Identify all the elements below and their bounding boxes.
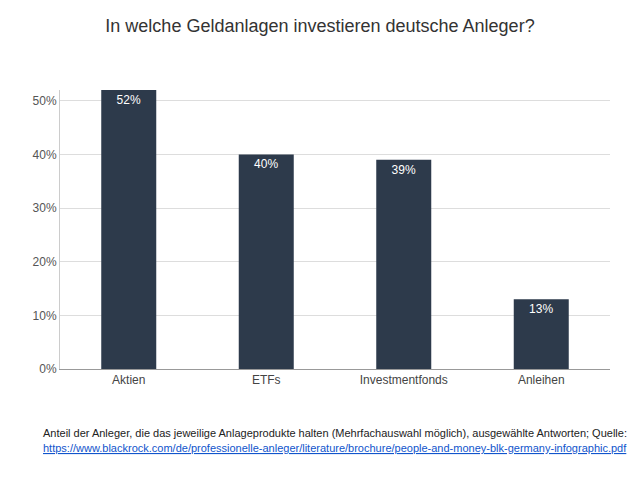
svg-text:13%: 13%	[529, 302, 553, 316]
svg-text:50%: 50%	[33, 94, 57, 108]
svg-text:40%: 40%	[33, 148, 57, 162]
svg-text:Anteil der Anleger, die das je: Anteil der Anleger, die das jeweilige An…	[43, 427, 627, 439]
svg-text:40%: 40%	[254, 157, 278, 171]
svg-text:Anleihen: Anleihen	[518, 373, 565, 387]
svg-text:ETFs: ETFs	[252, 373, 281, 387]
svg-text:52%: 52%	[117, 93, 141, 107]
svg-text:10%: 10%	[33, 309, 57, 323]
svg-text:https://www.blackrock.com/de/p: https://www.blackrock.com/de/professione…	[43, 442, 627, 454]
svg-text:20%: 20%	[33, 255, 57, 269]
svg-text:39%: 39%	[392, 163, 416, 177]
svg-text:In welche Geldanlagen investie: In welche Geldanlagen investieren deutsc…	[105, 16, 534, 36]
svg-text:0%: 0%	[39, 362, 57, 376]
svg-text:Aktien: Aktien	[112, 373, 145, 387]
svg-text:Investmentfonds: Investmentfonds	[360, 373, 448, 387]
svg-text:30%: 30%	[33, 201, 57, 215]
